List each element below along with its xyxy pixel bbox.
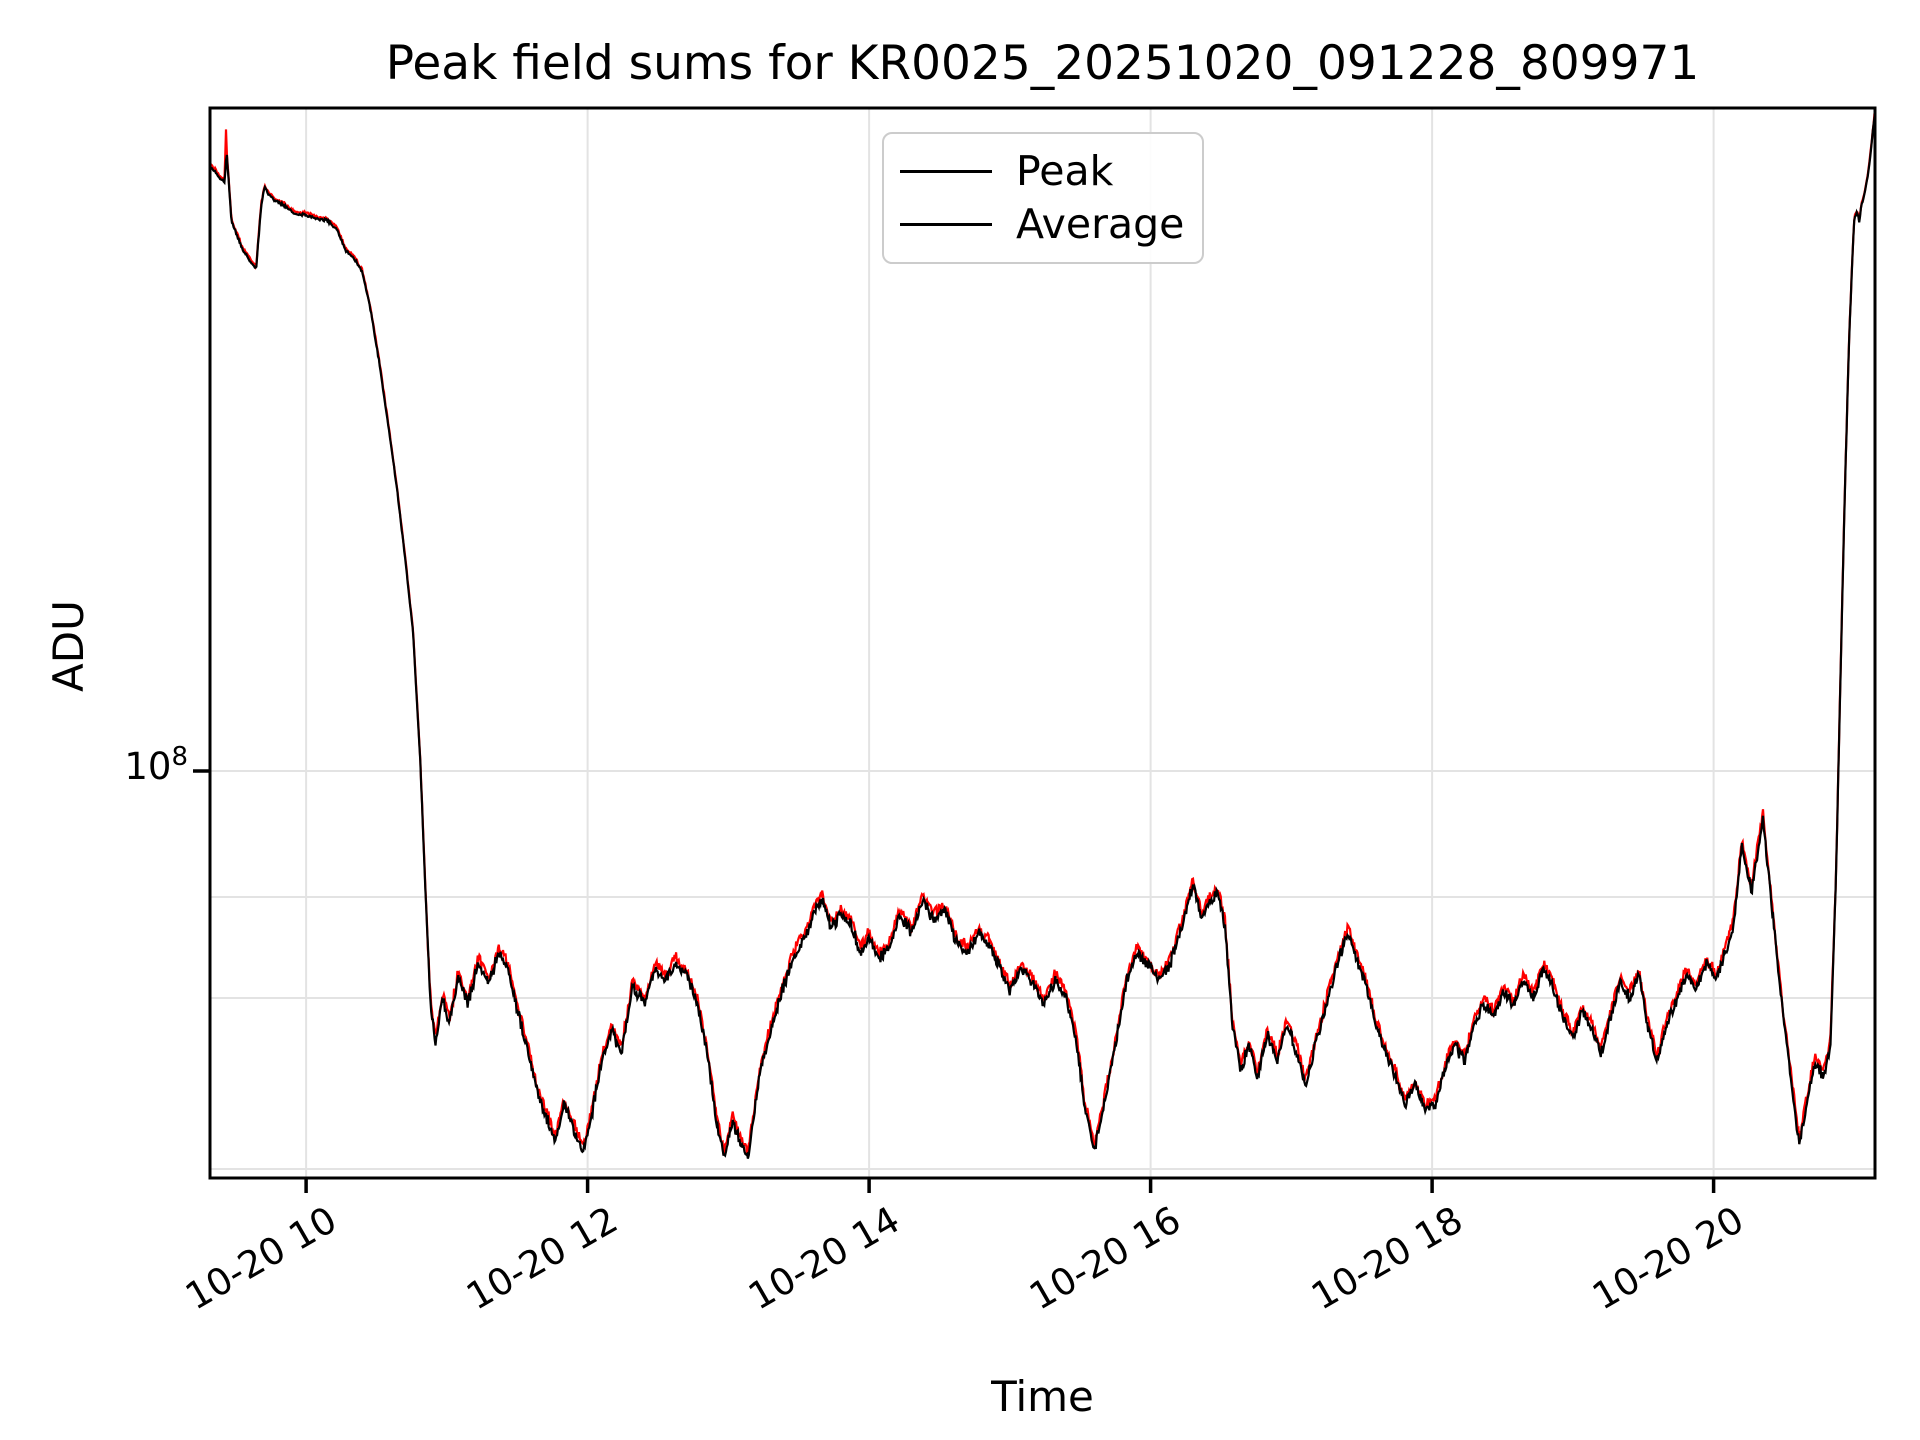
y-tick-base: 10 <box>124 745 172 788</box>
legend-label-peak: Peak <box>1016 146 1114 195</box>
y-tick-label: 108 <box>124 742 188 788</box>
chart-title: Peak field sums for KR0025_20251020_0912… <box>385 36 1700 91</box>
y-tick-exponent: 8 <box>171 742 188 772</box>
x-axis-label: Time <box>991 1372 1094 1421</box>
legend-label-average: Average <box>1016 200 1185 249</box>
legend-entry-peak: Peak <box>900 146 1192 195</box>
legend-entry-average: Average <box>900 204 1192 245</box>
y-axis-label: ADU <box>44 600 93 692</box>
peak-line-swatch <box>900 169 992 173</box>
legend: Peak Average <box>882 132 1204 264</box>
average-line-swatch <box>900 223 992 227</box>
